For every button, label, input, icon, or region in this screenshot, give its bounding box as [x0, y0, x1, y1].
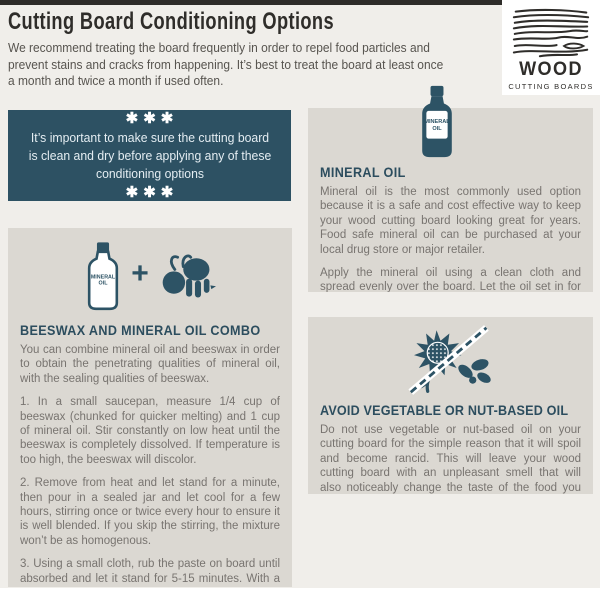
- mineral-oil-paragraph-1: Mineral oil is the most commonly used op…: [320, 186, 581, 256]
- section-beeswax-combo: MINERAL OIL + BEESWAX AND MINERAL OIL CO…: [8, 228, 292, 587]
- bottle-label-line2: OIL: [432, 126, 442, 132]
- beeswax-step-2: 2. Remove from heat and let stand for a …: [20, 477, 280, 547]
- beeswax-step-1: 1. In a small saucepan, measure 1/4 cup …: [20, 396, 280, 466]
- logo-tagline: CUTTING BOARDS: [508, 82, 594, 91]
- top-accent-bar: [0, 0, 504, 5]
- avoid-icon-row: [320, 322, 581, 398]
- bee-icon: [162, 254, 216, 298]
- bottle-label-line1: MINERAL: [424, 119, 450, 125]
- section-mineral-oil: MINERAL OIL Mineral oil is the most comm…: [308, 108, 593, 292]
- beeswax-step-3: 3. Using a small cloth, rub the paste on…: [20, 558, 280, 585]
- bottle-label-line1: MINERAL: [91, 275, 116, 281]
- mineral-oil-heading: MINERAL OIL: [320, 164, 406, 180]
- bottle-label-line2: OIL: [99, 281, 109, 287]
- mineral-oil-bottle-outline-icon: MINERAL OIL: [88, 242, 119, 311]
- avoid-oil-paragraph: Do not use vegetable or nut-based oil on…: [320, 424, 581, 494]
- section-avoid-oil: AVOID VEGETABLE OR NUT-BASED OIL Do not …: [308, 317, 593, 494]
- wood-grain-icon: [512, 8, 590, 58]
- brand-logo: WOOD CUTTING BOARDS: [502, 0, 600, 95]
- page-intro: We recommend treating the board frequent…: [8, 40, 444, 88]
- stars-decoration-top: ✱✱✱: [125, 110, 179, 127]
- beeswax-heading: BEESWAX AND MINERAL OIL COMBO: [20, 322, 261, 338]
- beeswax-icon-row: MINERAL OIL +: [20, 238, 280, 314]
- avoid-oil-heading: AVOID VEGETABLE OR NUT-BASED OIL: [320, 402, 569, 418]
- logo-wordmark: WOOD: [519, 59, 583, 80]
- stars-decoration-bottom: ✱✱✱: [125, 183, 179, 201]
- notice-text: It’s important to make sure the cutting …: [28, 129, 271, 181]
- page-title: Cutting Board Conditioning Options: [8, 8, 334, 35]
- notice-box: ✱✱✱ It’s important to make sure the cutt…: [8, 110, 291, 201]
- mineral-oil-paragraph-2: Apply the mineral oil using a clean clot…: [320, 267, 581, 292]
- plus-icon: +: [131, 257, 149, 290]
- no-sunflower-nut-oil-icon: [407, 325, 491, 395]
- mineral-oil-bottle-solid-icon: MINERAL OIL: [422, 85, 452, 158]
- beeswax-paragraph: You can combine mineral oil and beeswax …: [20, 344, 280, 385]
